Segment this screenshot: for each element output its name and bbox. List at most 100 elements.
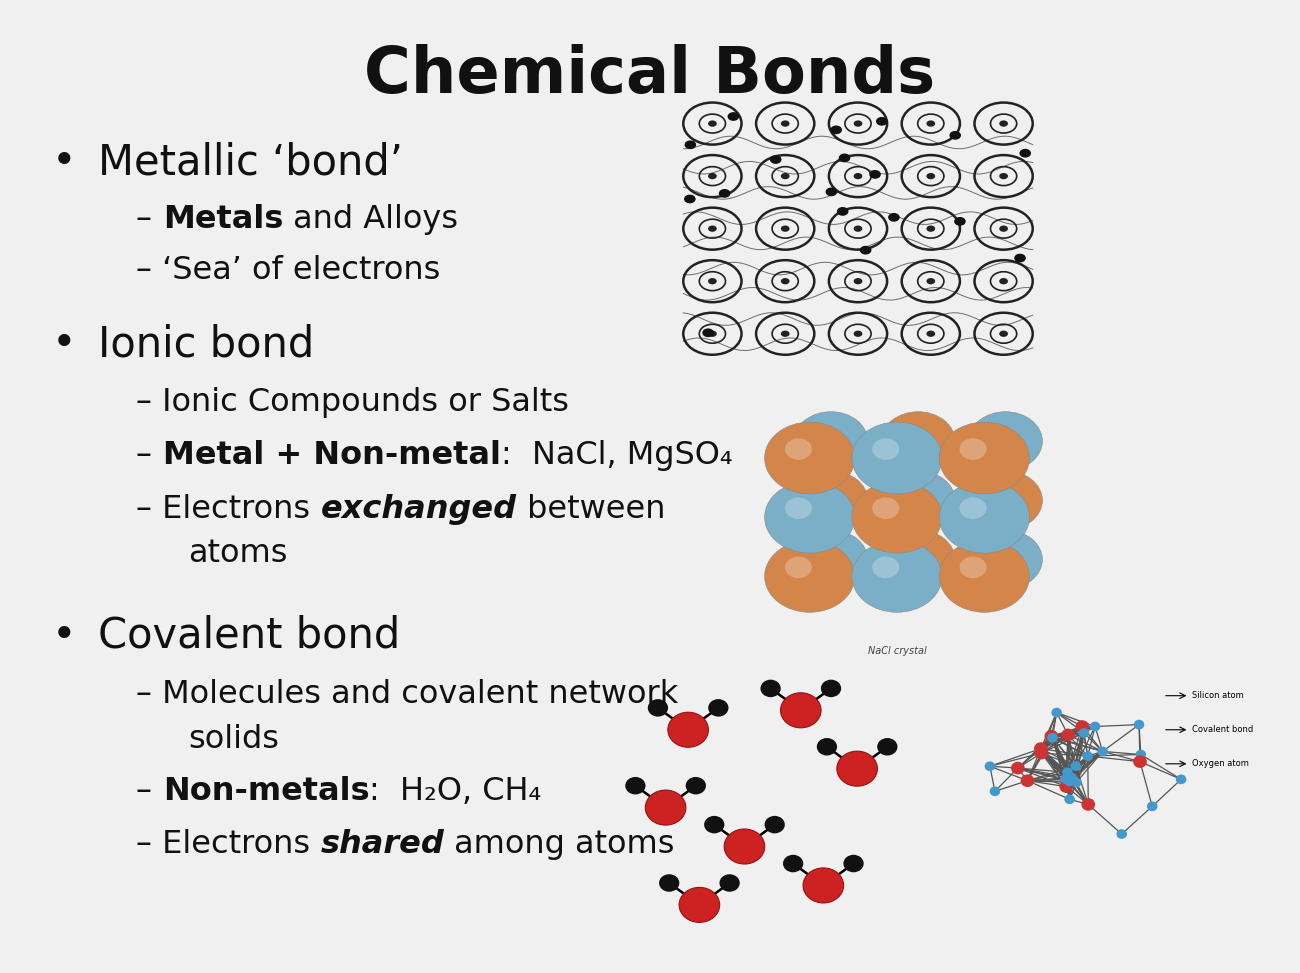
Circle shape	[1097, 746, 1108, 756]
Circle shape	[1000, 278, 1008, 284]
Circle shape	[939, 540, 1030, 612]
Circle shape	[854, 331, 862, 337]
Circle shape	[781, 173, 789, 179]
Circle shape	[927, 331, 935, 337]
Circle shape	[705, 816, 724, 834]
Circle shape	[764, 482, 855, 553]
Circle shape	[959, 497, 987, 519]
Circle shape	[959, 557, 987, 578]
Text: among atoms: among atoms	[445, 829, 675, 860]
Circle shape	[625, 777, 646, 795]
Circle shape	[876, 118, 887, 125]
Circle shape	[719, 875, 740, 892]
Text: shared: shared	[321, 829, 445, 860]
Text: – Electrons: – Electrons	[136, 494, 321, 525]
Circle shape	[810, 485, 833, 502]
Circle shape	[724, 829, 764, 864]
Text: Chemical Bonds: Chemical Bonds	[364, 44, 936, 106]
Text: – Molecules and covalent network: – Molecules and covalent network	[136, 679, 679, 710]
Circle shape	[881, 471, 956, 530]
Circle shape	[820, 680, 841, 698]
Circle shape	[1000, 121, 1008, 126]
Text: Covalent bond: Covalent bond	[98, 615, 400, 657]
Circle shape	[1075, 720, 1089, 733]
Circle shape	[852, 422, 942, 494]
Circle shape	[1071, 777, 1082, 787]
Circle shape	[1015, 254, 1026, 262]
Circle shape	[1046, 733, 1058, 742]
Circle shape	[950, 131, 961, 139]
Circle shape	[771, 156, 781, 163]
Circle shape	[840, 155, 850, 162]
Circle shape	[1117, 829, 1127, 839]
Circle shape	[1000, 226, 1008, 232]
Circle shape	[708, 278, 716, 284]
Circle shape	[927, 226, 935, 232]
Text: and Alloys: and Alloys	[283, 204, 458, 235]
Circle shape	[1066, 773, 1076, 782]
Circle shape	[1082, 798, 1095, 811]
Circle shape	[1000, 331, 1008, 337]
Circle shape	[708, 173, 716, 179]
Circle shape	[837, 207, 848, 215]
Circle shape	[1065, 794, 1075, 804]
Circle shape	[861, 246, 871, 254]
Circle shape	[679, 887, 720, 922]
Circle shape	[1060, 775, 1071, 784]
Circle shape	[764, 816, 785, 834]
Text: – Electrons: – Electrons	[136, 829, 321, 860]
Circle shape	[810, 543, 833, 561]
Text: atoms: atoms	[188, 538, 289, 569]
Circle shape	[1060, 780, 1072, 793]
Circle shape	[1175, 775, 1187, 784]
Circle shape	[785, 438, 812, 460]
Circle shape	[984, 762, 996, 772]
Circle shape	[898, 543, 920, 561]
Circle shape	[1044, 730, 1058, 742]
Circle shape	[827, 188, 836, 196]
Text: Silicon atom: Silicon atom	[1192, 691, 1244, 701]
Circle shape	[781, 331, 789, 337]
Circle shape	[659, 875, 680, 892]
Circle shape	[854, 278, 862, 284]
Circle shape	[764, 422, 855, 494]
Circle shape	[794, 412, 868, 471]
Circle shape	[939, 422, 1030, 494]
Circle shape	[1134, 755, 1147, 768]
Text: – ‘Sea’ of electrons: – ‘Sea’ of electrons	[136, 255, 441, 286]
Circle shape	[781, 226, 789, 232]
Circle shape	[854, 226, 862, 232]
Circle shape	[794, 471, 868, 530]
Circle shape	[1062, 768, 1072, 777]
Circle shape	[852, 482, 942, 553]
Text: :  H₂O, CH₄: : H₂O, CH₄	[369, 776, 542, 808]
Circle shape	[831, 126, 841, 133]
Circle shape	[927, 121, 935, 126]
Circle shape	[810, 425, 833, 443]
Circle shape	[968, 530, 1043, 589]
Circle shape	[780, 693, 822, 728]
Text: Metal + Non-metal: Metal + Non-metal	[162, 440, 500, 471]
Circle shape	[837, 751, 878, 786]
Circle shape	[1089, 722, 1100, 732]
Circle shape	[781, 121, 789, 126]
Circle shape	[1011, 762, 1024, 775]
Circle shape	[927, 278, 935, 284]
Text: •: •	[52, 323, 77, 365]
Circle shape	[1034, 742, 1048, 755]
Circle shape	[1035, 746, 1048, 759]
Circle shape	[939, 482, 1030, 553]
Circle shape	[1134, 720, 1144, 730]
Circle shape	[1052, 707, 1062, 717]
Circle shape	[685, 141, 696, 149]
Circle shape	[985, 425, 1008, 443]
Circle shape	[685, 777, 706, 795]
Circle shape	[872, 497, 900, 519]
Circle shape	[872, 438, 900, 460]
Circle shape	[854, 121, 862, 126]
Circle shape	[708, 331, 716, 337]
Text: –: –	[136, 204, 162, 235]
Circle shape	[1000, 173, 1008, 179]
Circle shape	[870, 170, 880, 178]
Text: between: between	[517, 494, 666, 525]
